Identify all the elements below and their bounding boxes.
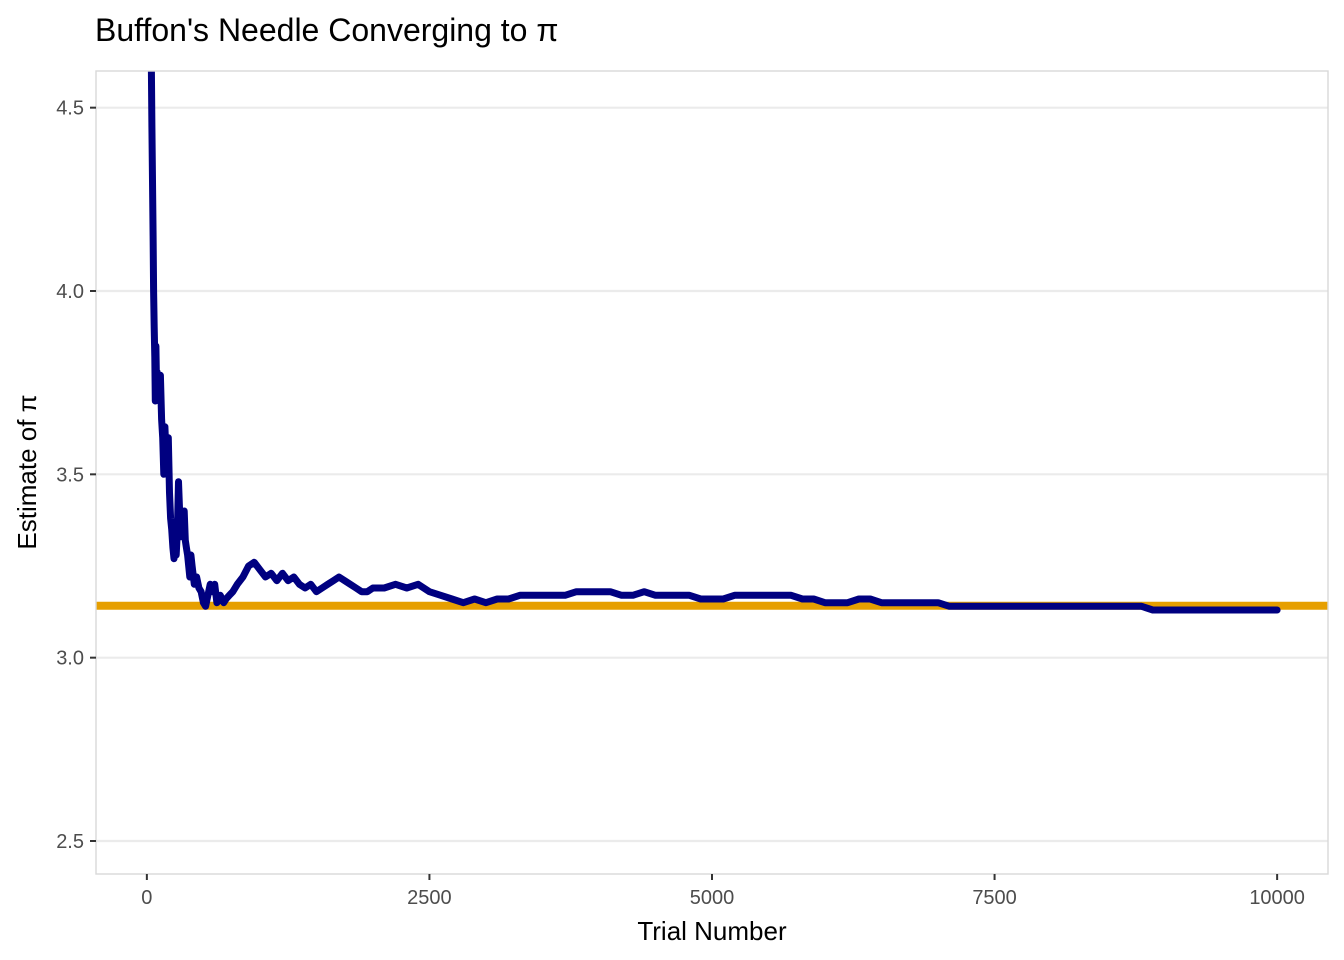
x-tick-label: 10000	[1249, 887, 1305, 909]
y-axis: 2.5 3.0 3.5 4.0 4.5	[56, 98, 96, 853]
x-axis: 0 2500 5000 7500 10000	[141, 874, 1305, 909]
gridlines	[96, 106, 1328, 843]
series-line-0	[147, 71, 1281, 614]
y-tick-label: 3.0	[56, 648, 84, 670]
x-tick-label: 7500	[972, 887, 1017, 909]
x-tick-label: 0	[141, 887, 152, 909]
y-tick-label: 4.5	[56, 98, 84, 120]
y-axis-title: Estimate of π	[12, 394, 42, 549]
x-tick-label: 2500	[407, 887, 452, 909]
x-tick-label: 5000	[690, 887, 735, 909]
plot-area	[96, 71, 1328, 614]
panel-border	[95, 70, 1329, 875]
x-axis-title: Trial Number	[637, 916, 787, 946]
y-tick-label: 3.5	[56, 464, 84, 486]
y-tick-label: 2.5	[56, 831, 84, 853]
y-tick-label: 4.0	[56, 281, 84, 303]
chart-title: Buffon's Needle Converging to π	[95, 12, 558, 48]
